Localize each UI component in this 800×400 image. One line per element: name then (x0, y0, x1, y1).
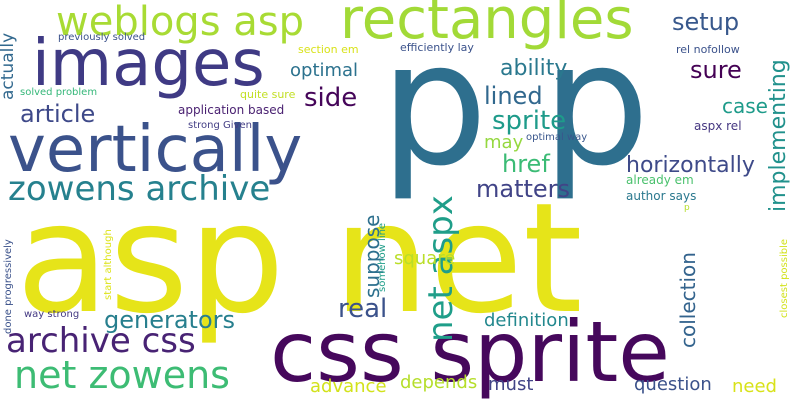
word-collection: collection (676, 252, 700, 348)
word-asp-net: asp net (16, 170, 583, 347)
word-implementing: implementing (766, 59, 791, 212)
word-generators: generators (104, 306, 236, 334)
word-optimal: optimal (290, 60, 359, 81)
word-closest-possible: closest possible (779, 238, 790, 318)
word-aspx-rel: aspx rel (694, 119, 742, 133)
word-must: must (488, 374, 534, 395)
word-sure: sure (690, 56, 742, 84)
word-solved-problem: solved problem (20, 87, 98, 98)
word-p-small: p (684, 203, 690, 213)
word-article: article (20, 100, 96, 128)
word-application-based: application based (178, 103, 285, 117)
word-somehow-line: somehow line (377, 222, 388, 292)
word-start-although: start although (103, 229, 114, 300)
word-net-zowens: net zowens (14, 353, 230, 397)
word-case: case (722, 94, 768, 118)
word-matters: matters (476, 175, 571, 203)
word-archive-css: archive css (6, 321, 196, 361)
word-href: href (502, 150, 550, 178)
word-sprite: sprite (492, 106, 567, 136)
word-definition: definition (484, 310, 569, 331)
word-images: images (32, 27, 265, 101)
word-horizontally: horizontally (626, 153, 755, 178)
word-already-em: already em (626, 173, 694, 187)
word-ability: ability (500, 56, 568, 81)
word-side: side (304, 83, 358, 113)
word-vertically: vertically (8, 113, 303, 187)
word-zowens-archive: zowens archive (8, 169, 271, 209)
word-lined: lined (484, 82, 543, 110)
word-square: square (394, 248, 456, 269)
word-p-p: p p (380, 6, 650, 204)
word-real: real (338, 294, 388, 324)
word-need: need (732, 376, 777, 397)
word-efficiently-lay: efficiently lay (400, 41, 474, 54)
word-quite-sure: quite sure (240, 88, 296, 101)
word-rectangles: rectangles (340, 0, 634, 52)
word-may: may (484, 132, 524, 153)
word-question: question (634, 374, 712, 395)
word-done-progressively: done progressively (3, 239, 14, 334)
word-way-strong: way strong (24, 309, 80, 320)
word-section-em: section em (298, 43, 359, 56)
word-css-sprite: css sprite (270, 303, 670, 400)
word-optimal-way: optimal way (526, 132, 588, 143)
word-advance: advance (310, 376, 387, 397)
word-rel-nofollow: rel nofollow (676, 43, 740, 56)
word-previously-solved: previously solved (58, 32, 146, 43)
word-depends: depends (400, 372, 478, 393)
word-author-says: author says (626, 189, 697, 203)
word-actually: actually (0, 32, 18, 100)
word-strong-given: strong Given (188, 120, 252, 131)
word-weblogs-asp: weblogs asp (56, 0, 304, 45)
word-setup: setup (672, 8, 740, 36)
